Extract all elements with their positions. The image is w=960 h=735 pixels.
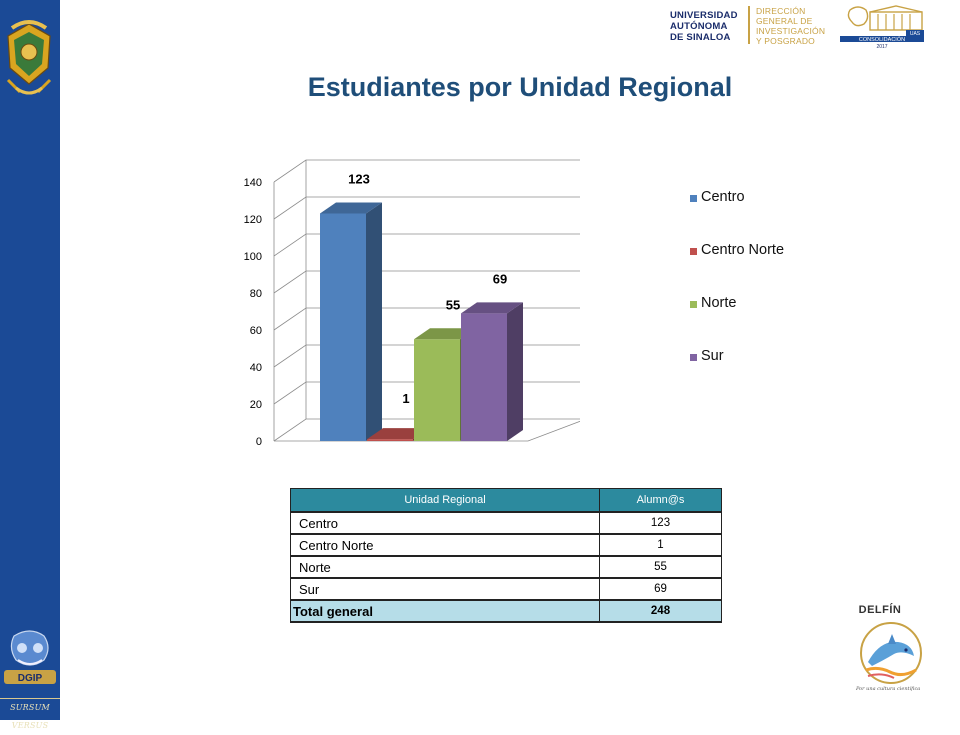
legend-swatch	[690, 354, 697, 361]
y-axis-ticks: 0 20 40 60 80 100 120 140	[244, 177, 262, 448]
legend-label: Centro Norte	[701, 242, 785, 258]
table-cell-unidad: Centro	[290, 511, 600, 535]
data-label: 123	[348, 171, 370, 186]
legend-label: Norte	[701, 295, 737, 311]
table-cell-alumnos: 69	[599, 577, 722, 601]
dgip-logo-icon: DGIP	[0, 626, 60, 690]
gridline	[273, 233, 580, 257]
consolidacion-logo-icon: UAS CONSOLIDACIÓN 2017	[840, 5, 924, 48]
university-emblem-icon	[6, 20, 52, 95]
gridline	[273, 307, 580, 331]
bar-top	[461, 302, 523, 314]
page-title: Estudiantes por Unidad Regional	[307, 72, 733, 102]
table-header-row: Unidad Regional Alumn@s	[290, 488, 722, 513]
y-tick-label: 0	[256, 436, 262, 448]
gridline	[273, 196, 580, 220]
department-line: GENERAL DE	[756, 16, 813, 26]
table-cell-alumnos: 1	[599, 533, 722, 557]
table-total-value: 248	[599, 599, 722, 623]
uas-dgip-header-logo: UNIVERSIDAD AUTÓNOMA DE SINALOA DIRECCIÓ…	[662, 4, 942, 48]
data-table: Unidad Regional Alumn@s Centro 123 Centr…	[290, 488, 722, 623]
chart-bars	[320, 202, 523, 441]
bar-chart: 0 20 40 60 80 100 120 140 123 1 55 69	[244, 159, 580, 448]
left-sidebar: DGIP SURSUM VERSUS	[0, 0, 60, 730]
table-row: Centro Norte 1	[290, 533, 722, 557]
bar-front	[367, 439, 413, 441]
legend-swatch	[690, 195, 697, 202]
legend-swatch	[690, 248, 697, 255]
table-total-label: Total general	[290, 599, 600, 623]
consolidacion-label: CONSOLIDACIÓN	[859, 36, 905, 43]
chart-data-labels: 123 1 55 69	[348, 171, 507, 406]
y-tick-label: 80	[250, 288, 262, 300]
consolidacion-year: 2017	[876, 44, 887, 48]
table-row: Centro 123	[290, 511, 722, 535]
bar-front	[414, 339, 460, 441]
legend-label: Centro	[701, 189, 745, 205]
uas-tag: UAS	[910, 31, 921, 37]
bar-side	[366, 202, 382, 441]
sidebar-motto: SURSUM VERSUS	[0, 698, 60, 730]
university-name: UNIVERSIDAD AUTÓNOMA DE SINALOA	[670, 10, 738, 43]
delfin-title: DELFÍN	[858, 604, 902, 616]
data-label: 69	[493, 271, 507, 286]
table-header-cell: Alumn@s	[599, 488, 722, 513]
table-total-row: Total general 248	[290, 599, 722, 623]
data-label: 55	[446, 297, 460, 312]
bar-top	[320, 202, 382, 214]
legend-label: Sur	[701, 348, 724, 364]
table-cell-alumnos: 123	[599, 511, 722, 535]
university-line: DE SINALOA	[670, 32, 731, 43]
y-tick-label: 20	[250, 399, 262, 411]
y-tick-label: 100	[244, 251, 262, 263]
table-row: Norte 55	[290, 555, 722, 579]
table-cell-unidad: Centro Norte	[290, 533, 600, 557]
bar-top	[367, 428, 429, 440]
table-cell-unidad: Norte	[290, 555, 600, 579]
bar-top	[414, 328, 476, 340]
bar-side	[507, 302, 523, 441]
y-tick-label: 140	[244, 177, 262, 189]
dolphin-icon	[860, 622, 922, 684]
data-label: 1	[402, 391, 409, 406]
department-line: DIRECCIÓN	[756, 6, 806, 16]
delfin-caption: Por una cultura científica	[856, 686, 921, 692]
department-line: INVESTIGACIÓN	[756, 26, 826, 36]
table-header-cell: Unidad Regional	[290, 488, 600, 513]
department-name: DIRECCIÓN GENERAL DE INVESTIGACIÓN Y POS…	[756, 6, 825, 46]
y-tick-label: 60	[250, 325, 262, 337]
delfin-logo: DELFÍN Por una cultura científica	[852, 604, 932, 696]
department-line: Y POSGRADO	[756, 36, 815, 46]
gridline	[273, 270, 580, 294]
y-tick-label: 120	[244, 214, 262, 226]
header-divider	[748, 6, 750, 44]
university-line: UNIVERSIDAD	[670, 10, 738, 21]
table-cell-unidad: Sur	[290, 577, 600, 601]
dgip-logo-text: DGIP	[18, 673, 43, 684]
bar-front	[461, 313, 507, 441]
university-line: AUTÓNOMA	[670, 21, 728, 32]
y-tick-label: 40	[250, 362, 262, 374]
table-cell-alumnos: 55	[599, 555, 722, 579]
table-row: Sur 69	[290, 577, 722, 601]
legend-swatch	[690, 301, 697, 308]
bar-front	[320, 213, 366, 441]
gridline	[273, 159, 580, 183]
